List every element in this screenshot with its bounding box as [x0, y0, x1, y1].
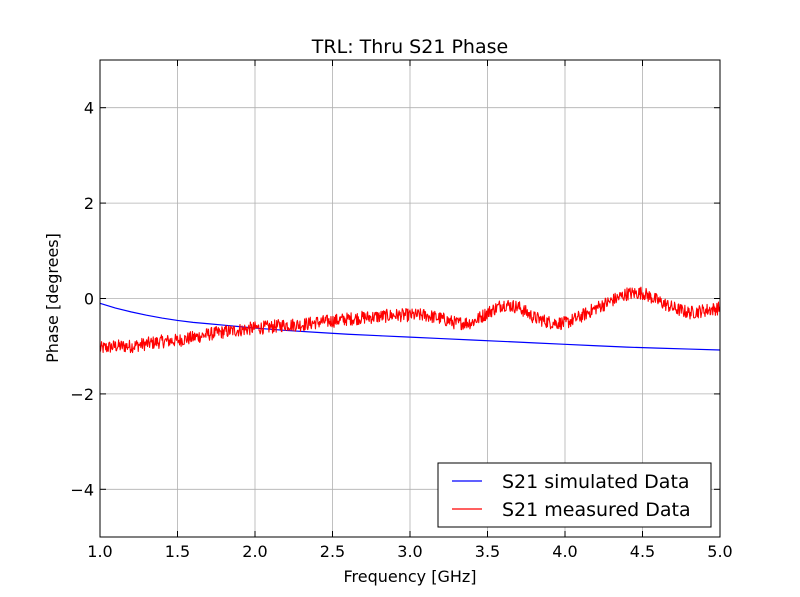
x-tick-label: 1.0 — [87, 542, 112, 561]
x-tick-label: 1.5 — [165, 542, 190, 561]
x-tick-label: 5.0 — [707, 542, 732, 561]
grid — [99, 60, 721, 537]
legend-label-measured: S21 measured Data — [502, 499, 691, 521]
legend-label-simulated: S21 simulated Data — [502, 471, 690, 493]
legend-box — [437, 462, 712, 528]
x-tick-label: 3.0 — [397, 542, 422, 561]
x-tick-label: 3.5 — [475, 542, 500, 561]
plot-series — [99, 286, 721, 354]
y-tick-label: −2 — [70, 385, 94, 404]
series-line-measured — [99, 286, 721, 354]
y-axis-label: Phase [degrees] — [43, 233, 62, 363]
chart-title: TRL: Thru S21 Phase — [311, 36, 508, 58]
series-line-simulated — [99, 302, 721, 351]
y-tick-label: 2 — [84, 194, 94, 213]
axis-ticks: 1.0 1.5 2.0 2.5 3.0 3.5 4.0 4.5 5.0 −4 −2 0 2 4 — [70, 60, 733, 561]
y-tick-label: 4 — [84, 99, 94, 118]
x-tick-label: 2.5 — [320, 542, 345, 561]
y-tick-label: −4 — [70, 480, 94, 499]
y-tick-label: 0 — [84, 290, 94, 309]
x-tick-label: 4.5 — [630, 542, 655, 561]
x-axis-label: Frequency [GHz] — [343, 567, 476, 586]
legend: S21 simulated Data S21 measured Data — [437, 462, 712, 528]
x-tick-label: 2.0 — [242, 542, 267, 561]
x-tick-label: 4.0 — [552, 542, 577, 561]
